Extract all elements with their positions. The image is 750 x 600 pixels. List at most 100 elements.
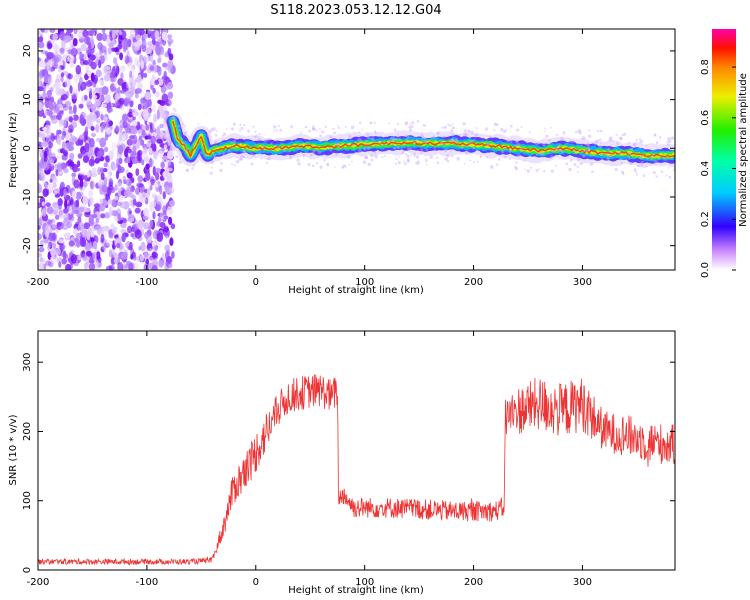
halo-dot [406, 135, 410, 139]
noise-blob [98, 79, 104, 84]
halo-dot [395, 158, 398, 161]
halo-dot [516, 128, 520, 132]
noise-blob [81, 253, 88, 261]
halo-dot [257, 137, 261, 141]
noise-blob [75, 233, 81, 239]
halo-dot [630, 147, 634, 151]
noise-blob [42, 188, 49, 198]
halo-dot [381, 156, 384, 159]
x-tick-label: 300 [573, 277, 592, 288]
noise-blob [70, 203, 76, 209]
noise-blob [95, 218, 100, 224]
halo-dot [442, 135, 445, 138]
noise-blob [102, 243, 107, 251]
halo-dot [404, 162, 407, 166]
halo-dot [213, 153, 216, 157]
halo-dot [619, 136, 623, 140]
halo-dot [214, 134, 218, 137]
halo-dot [514, 167, 519, 171]
noise-blob [143, 33, 148, 40]
noise-blob [103, 116, 108, 122]
halo-dot [598, 138, 602, 142]
halo-dot [335, 142, 339, 146]
noise-blob [152, 166, 156, 176]
halo-dot [614, 167, 618, 172]
noise-blob [52, 33, 59, 41]
noise-blob [144, 232, 149, 240]
y-tick-label: 200 [22, 422, 33, 441]
halo-dot [219, 168, 223, 173]
colorbar-ticks: 0.0 0.2 0.4 0.6 0.8 [700, 59, 736, 278]
noise-blob [88, 196, 94, 206]
noise-blob [104, 200, 109, 205]
noise-blob [160, 161, 165, 169]
noise-blob [143, 147, 148, 155]
noise-blob [126, 62, 133, 69]
noise-blob [116, 65, 120, 75]
halo-dot [364, 155, 369, 160]
halo-dot [242, 151, 246, 154]
noise-blob [154, 167, 162, 173]
noise-blob [70, 253, 77, 264]
noise-blob [149, 256, 153, 264]
halo-dot [450, 151, 452, 153]
noise-blob [104, 212, 111, 219]
halo-dot [267, 157, 271, 161]
halo-dot [594, 139, 599, 144]
halo-dot [440, 141, 444, 146]
snr-frame [37, 330, 676, 571]
halo-dot [628, 141, 631, 144]
noise-blob [122, 30, 127, 39]
noise-blob [58, 239, 65, 244]
halo-dot [642, 174, 646, 178]
halo-dot [650, 155, 653, 158]
noise-blob [80, 43, 87, 52]
halo-dot [397, 122, 400, 125]
halo-dot [615, 133, 618, 136]
noise-blob [79, 76, 83, 87]
noise-blob [108, 42, 114, 48]
noise-blob [120, 72, 124, 80]
halo-dot [410, 154, 413, 156]
noise-blob [156, 221, 161, 227]
halo-dot [329, 135, 333, 139]
noise-blob [100, 233, 105, 243]
halo-dot [619, 137, 623, 141]
halo-dot [599, 142, 602, 145]
noise-blob [38, 41, 45, 49]
noise-blob [90, 180, 94, 190]
noise-blob [63, 213, 70, 221]
halo-dot [250, 162, 254, 166]
noise-blob [96, 262, 102, 269]
noise-blob [59, 187, 64, 197]
noise-blob [157, 78, 164, 86]
halo-dot [243, 124, 246, 127]
noise-blob [60, 93, 68, 101]
colorbar: 0.0 0.2 0.4 0.6 0.8 Normalized spectral ampl… [700, 29, 749, 278]
noise-blob [159, 185, 163, 195]
halo-dot [600, 153, 603, 157]
noise-blob [68, 116, 74, 123]
halo-dot [334, 166, 336, 168]
noise-blob [145, 171, 151, 181]
halo-dot [258, 149, 262, 152]
noise-blob [57, 198, 63, 207]
noise-blob [55, 214, 60, 220]
noise-blob [154, 79, 159, 86]
halo-dot [541, 153, 544, 156]
halo-dot [627, 157, 631, 160]
x-tick-label: 100 [355, 277, 374, 288]
halo-dot [645, 144, 648, 147]
halo-dot [173, 124, 177, 128]
halo-dot [415, 139, 419, 143]
halo-dot [369, 121, 373, 124]
halo-dot [607, 147, 611, 152]
colorbar-tick-label: 0.0 [700, 262, 711, 278]
halo-dot [293, 154, 296, 157]
halo-dot [581, 136, 586, 140]
halo-dot [210, 160, 215, 164]
noise-blob [47, 232, 55, 242]
halo-dot [410, 125, 414, 129]
noise-blob [38, 162, 44, 171]
noise-blob [45, 60, 53, 70]
